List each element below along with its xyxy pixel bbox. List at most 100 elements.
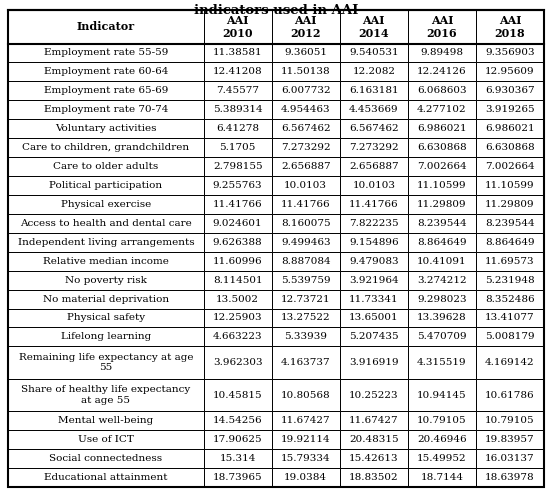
Text: 5.1705: 5.1705 (220, 143, 256, 152)
Text: 6.41278: 6.41278 (216, 124, 259, 133)
Text: 11.67427: 11.67427 (281, 416, 331, 425)
Text: AAI
2018: AAI 2018 (495, 15, 526, 39)
Text: Relative median income: Relative median income (43, 257, 169, 266)
Bar (272, 346, 340, 379)
Bar (340, 449, 408, 468)
Bar (476, 44, 544, 62)
Bar (340, 379, 408, 411)
Text: 13.39628: 13.39628 (417, 314, 466, 322)
Bar (340, 44, 408, 62)
Text: 10.79105: 10.79105 (417, 416, 466, 425)
Bar (272, 252, 340, 270)
Bar (204, 214, 272, 233)
Text: 5.207435: 5.207435 (349, 332, 399, 342)
Text: 14.54256: 14.54256 (213, 416, 263, 425)
Text: No material deprivation: No material deprivation (43, 294, 169, 304)
Bar (476, 346, 544, 379)
Bar (204, 10, 272, 44)
Text: 6.986021: 6.986021 (417, 124, 466, 133)
Text: 6.930367: 6.930367 (485, 86, 535, 96)
Bar (204, 100, 272, 119)
Text: 11.10599: 11.10599 (485, 181, 535, 190)
Text: 9.89498: 9.89498 (421, 49, 463, 57)
Bar (408, 468, 476, 487)
Text: Care to children, grandchildren: Care to children, grandchildren (22, 143, 189, 152)
Text: Mental well-being: Mental well-being (58, 416, 153, 425)
Text: Social connectedness: Social connectedness (49, 454, 162, 463)
Text: 12.41208: 12.41208 (213, 68, 263, 76)
Bar (272, 449, 340, 468)
Text: 10.79105: 10.79105 (485, 416, 535, 425)
Text: 9.024601: 9.024601 (213, 219, 263, 228)
Bar (408, 195, 476, 214)
Text: AAI
2014: AAI 2014 (358, 15, 389, 39)
Text: 18.7144: 18.7144 (421, 473, 463, 482)
Text: 20.46946: 20.46946 (417, 435, 466, 444)
Bar (476, 290, 544, 309)
Bar (8, 176, 204, 195)
Bar (204, 157, 272, 176)
Text: 19.0384: 19.0384 (284, 473, 327, 482)
Bar (272, 379, 340, 411)
Bar (340, 290, 408, 309)
Bar (476, 119, 544, 138)
Bar (204, 411, 272, 430)
Text: 11.41766: 11.41766 (213, 200, 263, 209)
Bar (8, 430, 204, 449)
Text: 7.45577: 7.45577 (216, 86, 259, 96)
Text: Use of ICT: Use of ICT (78, 435, 134, 444)
Bar (340, 119, 408, 138)
Bar (272, 411, 340, 430)
Text: 9.626388: 9.626388 (213, 238, 263, 247)
Text: 6.630868: 6.630868 (485, 143, 535, 152)
Bar (204, 233, 272, 252)
Text: 6.163181: 6.163181 (349, 86, 399, 96)
Text: 4.663223: 4.663223 (213, 332, 263, 342)
Text: 19.92114: 19.92114 (281, 435, 331, 444)
Bar (408, 62, 476, 81)
Bar (272, 468, 340, 487)
Text: Employment rate 60-64: Employment rate 60-64 (44, 68, 168, 76)
Bar (272, 100, 340, 119)
Text: 12.2082: 12.2082 (352, 68, 395, 76)
Text: 10.45815: 10.45815 (213, 391, 263, 399)
Bar (204, 119, 272, 138)
Bar (8, 379, 204, 411)
Text: 5.231948: 5.231948 (485, 276, 535, 285)
Text: Physical safety: Physical safety (67, 314, 145, 322)
Bar (204, 44, 272, 62)
Text: 10.25223: 10.25223 (349, 391, 399, 399)
Bar (408, 430, 476, 449)
Bar (8, 138, 204, 157)
Text: 3.274212: 3.274212 (417, 276, 466, 285)
Bar (340, 430, 408, 449)
Text: 15.42613: 15.42613 (349, 454, 399, 463)
Text: 5.389314: 5.389314 (213, 105, 263, 114)
Bar (408, 290, 476, 309)
Bar (340, 346, 408, 379)
Bar (408, 100, 476, 119)
Bar (408, 10, 476, 44)
Bar (272, 214, 340, 233)
Text: 6.007732: 6.007732 (281, 86, 331, 96)
Bar (476, 379, 544, 411)
Text: Indicator: Indicator (77, 21, 135, 32)
Text: 9.255763: 9.255763 (213, 181, 263, 190)
Bar (476, 430, 544, 449)
Bar (8, 411, 204, 430)
Bar (204, 290, 272, 309)
Text: 7.822235: 7.822235 (349, 219, 399, 228)
Bar (340, 62, 408, 81)
Bar (204, 430, 272, 449)
Bar (272, 270, 340, 290)
Text: 8.239544: 8.239544 (485, 219, 535, 228)
Bar (408, 327, 476, 346)
Text: 6.630868: 6.630868 (417, 143, 466, 152)
Text: 5.539759: 5.539759 (281, 276, 331, 285)
Bar (8, 346, 204, 379)
Text: 5.470709: 5.470709 (417, 332, 466, 342)
Text: 7.273292: 7.273292 (281, 143, 331, 152)
Text: 18.63978: 18.63978 (485, 473, 535, 482)
Text: 7.273292: 7.273292 (349, 143, 399, 152)
Text: indicators used in AAI: indicators used in AAI (194, 4, 358, 17)
